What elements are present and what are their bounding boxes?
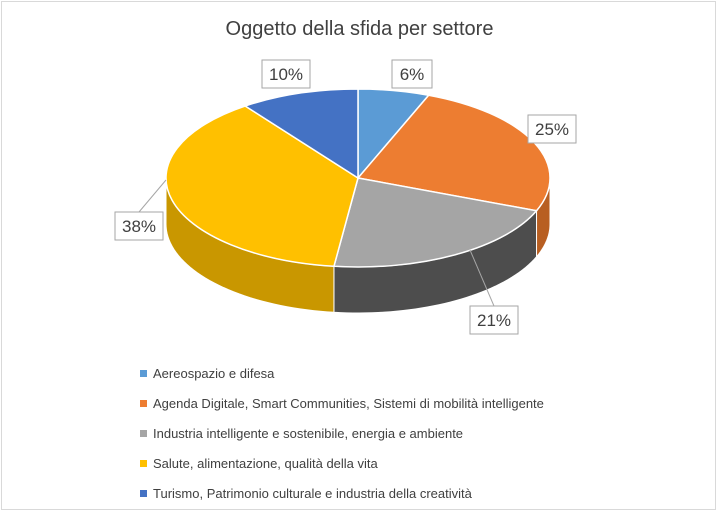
legend-label: Salute, alimentazione, qualità della vit… <box>153 455 378 471</box>
data-label-box <box>114 211 164 241</box>
data-label-text: 38% <box>122 217 156 236</box>
leader-line <box>138 179 167 213</box>
legend-label: Industria intelligente e sostenibile, en… <box>153 425 464 441</box>
data-label: 38% <box>114 179 167 241</box>
data-label-text: 6% <box>400 65 425 84</box>
legend-label: Aereospazio e difesa <box>153 365 275 381</box>
legend-label: Turismo, Patrimonio culturale e industri… <box>153 485 472 501</box>
pie-chart: 6% 25% 21% 38% 10% <box>114 59 577 335</box>
chart-title: Oggetto della sfida per settore <box>225 18 494 40</box>
data-label-text: 25% <box>535 120 569 139</box>
data-label-box <box>261 59 311 89</box>
data-label-text: 10% <box>269 65 303 84</box>
legend-swatch <box>140 369 147 377</box>
leader-line <box>469 249 495 307</box>
pie-slice <box>165 105 359 268</box>
data-label: 6% <box>391 59 433 89</box>
data-label-box <box>469 305 519 335</box>
legend: Aereospazio e difesa Agenda Digitale, Sm… <box>140 358 700 508</box>
legend-item: Salute, alimentazione, qualità della vit… <box>140 448 700 478</box>
legend-item: Turismo, Patrimonio culturale e industri… <box>140 478 700 508</box>
pie-slice <box>332 177 538 268</box>
legend-label: Agenda Digitale, Smart Communities, Sist… <box>153 395 544 411</box>
legend-item: Aereospazio e difesa <box>140 358 700 388</box>
data-label-box <box>527 114 577 144</box>
pie-slice <box>243 88 359 180</box>
legend-item: Industria intelligente e sostenibile, en… <box>140 418 700 448</box>
data-label: 25% <box>527 114 577 144</box>
data-label: 21% <box>469 249 519 335</box>
data-label-box <box>391 59 433 89</box>
data-label: 10% <box>261 59 311 89</box>
legend-swatch <box>140 429 147 437</box>
legend-swatch <box>140 489 147 497</box>
legend-swatch <box>140 459 147 467</box>
legend-item: Agenda Digitale, Smart Communities, Sist… <box>140 388 700 418</box>
legend-swatch <box>140 399 147 407</box>
data-label-text: 21% <box>477 311 511 330</box>
